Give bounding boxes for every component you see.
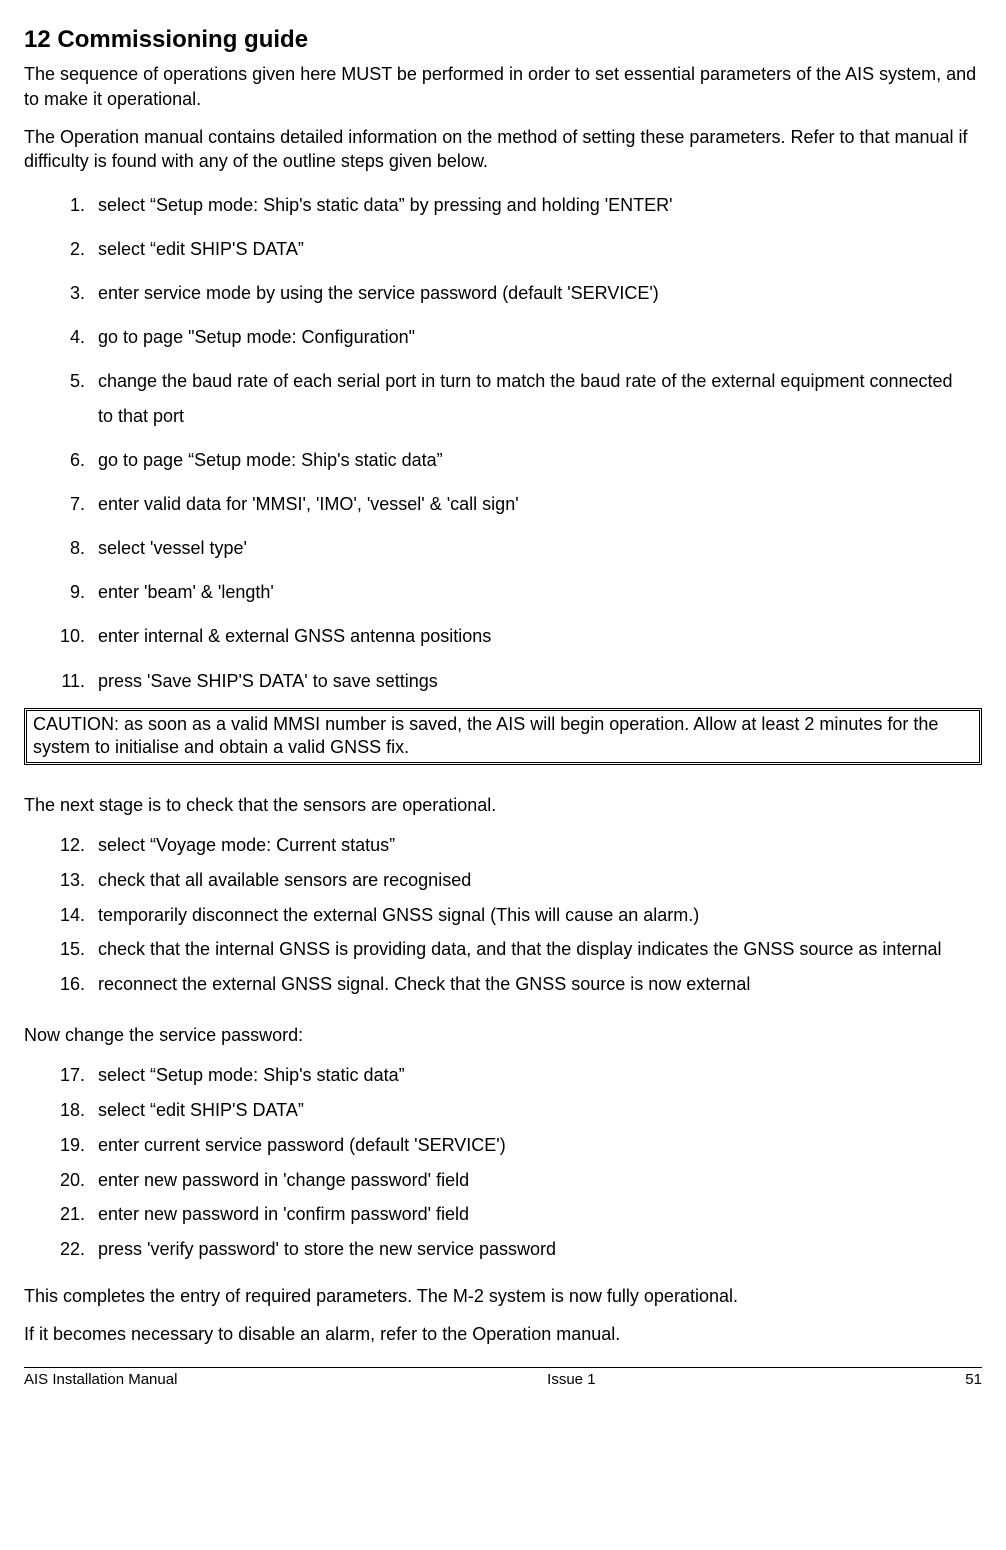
list-item: enter internal & external GNSS antenna p…	[90, 619, 962, 653]
list-item: enter service mode by using the service …	[90, 276, 962, 310]
list-item: go to page “Setup mode: Ship's static da…	[90, 443, 962, 477]
list-item: select “edit SHIP'S DATA”	[90, 232, 962, 266]
steps-list-2: select “Voyage mode: Current status” che…	[60, 831, 982, 999]
footer-center: Issue 1	[547, 1370, 595, 1390]
caution-box: CAUTION: as soon as a valid MMSI number …	[24, 708, 982, 765]
page-footer: AIS Installation Manual Issue 1 51	[24, 1367, 982, 1390]
list-item: select 'vessel type'	[90, 531, 962, 565]
steps-list-3: select “Setup mode: Ship's static data” …	[60, 1061, 982, 1264]
list-item: select “edit SHIP'S DATA”	[90, 1096, 962, 1125]
list-item: select “Setup mode: Ship's static data”	[90, 1061, 962, 1090]
list-item: check that all available sensors are rec…	[90, 866, 962, 895]
steps-list-1: select “Setup mode: Ship's static data” …	[60, 188, 982, 698]
list-item: enter valid data for 'MMSI', 'IMO', 'ves…	[90, 487, 962, 521]
footer-right: 51	[965, 1370, 982, 1390]
list-item: press 'Save SHIP'S DATA' to save setting…	[90, 664, 962, 698]
list-item: enter new password in 'confirm password'…	[90, 1200, 962, 1229]
list-item: reconnect the external GNSS signal. Chec…	[90, 970, 962, 999]
list-item: enter current service password (default …	[90, 1131, 962, 1160]
list-item: check that the internal GNSS is providin…	[90, 935, 962, 964]
mid-paragraph-2: Now change the service password:	[24, 1023, 982, 1047]
outro-paragraph-1: This completes the entry of required par…	[24, 1284, 982, 1308]
list-item: select “Voyage mode: Current status”	[90, 831, 962, 860]
list-item: temporarily disconnect the external GNSS…	[90, 901, 962, 930]
outro-paragraph-2: If it becomes necessary to disable an al…	[24, 1322, 982, 1346]
mid-paragraph-1: The next stage is to check that the sens…	[24, 793, 982, 817]
list-item: change the baud rate of each serial port…	[90, 364, 962, 432]
list-item: press 'verify password' to store the new…	[90, 1235, 962, 1264]
list-item: go to page "Setup mode: Configuration"	[90, 320, 962, 354]
list-item: select “Setup mode: Ship's static data” …	[90, 188, 962, 222]
intro-paragraph-1: The sequence of operations given here MU…	[24, 62, 982, 111]
footer-left: AIS Installation Manual	[24, 1370, 177, 1390]
list-item: enter 'beam' & 'length'	[90, 575, 962, 609]
section-heading: 12 Commissioning guide	[24, 24, 982, 56]
list-item: enter new password in 'change password' …	[90, 1166, 962, 1195]
intro-paragraph-2: The Operation manual contains detailed i…	[24, 125, 982, 174]
